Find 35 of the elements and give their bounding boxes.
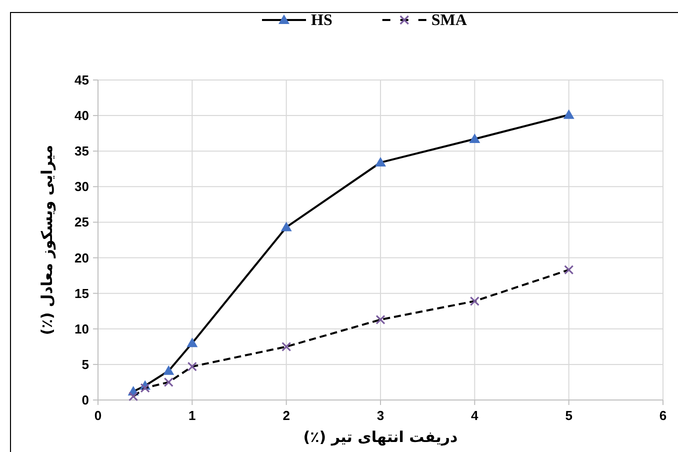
point xyxy=(186,338,198,348)
point xyxy=(563,109,574,119)
point xyxy=(128,392,138,402)
x-axis-title: دریفت انتهای تیر (٪) xyxy=(303,428,458,446)
y-tick-label: 20 xyxy=(74,250,89,266)
point xyxy=(376,314,386,324)
legend-label: HS xyxy=(311,12,332,29)
y-tick-label: 35 xyxy=(74,144,89,159)
y-tick-label: 40 xyxy=(74,108,89,124)
point xyxy=(163,365,174,375)
x-tick-label: 4 xyxy=(471,408,480,423)
y-tick-label: 0 xyxy=(82,392,89,408)
point xyxy=(187,362,197,372)
x-tick-label: 1 xyxy=(188,408,196,423)
y-tick-label: 30 xyxy=(74,179,89,194)
point xyxy=(470,296,480,306)
point xyxy=(564,265,574,275)
y-tick-label: 10 xyxy=(74,321,89,336)
point xyxy=(280,222,292,232)
point xyxy=(140,383,150,393)
point xyxy=(375,156,386,166)
y-axis-title: میرایی ویسکوز معادل (٪) xyxy=(38,144,56,336)
x-tick-label: 5 xyxy=(565,408,572,423)
legend-label: SMA xyxy=(431,12,468,29)
y-tick-label: 25 xyxy=(74,214,89,230)
point xyxy=(469,134,480,144)
y-tick-label: 5 xyxy=(82,356,89,372)
y-tick-label: 15 xyxy=(74,286,89,301)
x-tick-label: 6 xyxy=(659,408,667,423)
y-tick-label: 45 xyxy=(74,72,89,88)
x-tick-label: 3 xyxy=(376,408,384,423)
x-tick-label: 0 xyxy=(94,408,102,423)
point xyxy=(282,342,292,352)
point xyxy=(164,377,174,388)
x-tick-label: 2 xyxy=(282,408,290,423)
